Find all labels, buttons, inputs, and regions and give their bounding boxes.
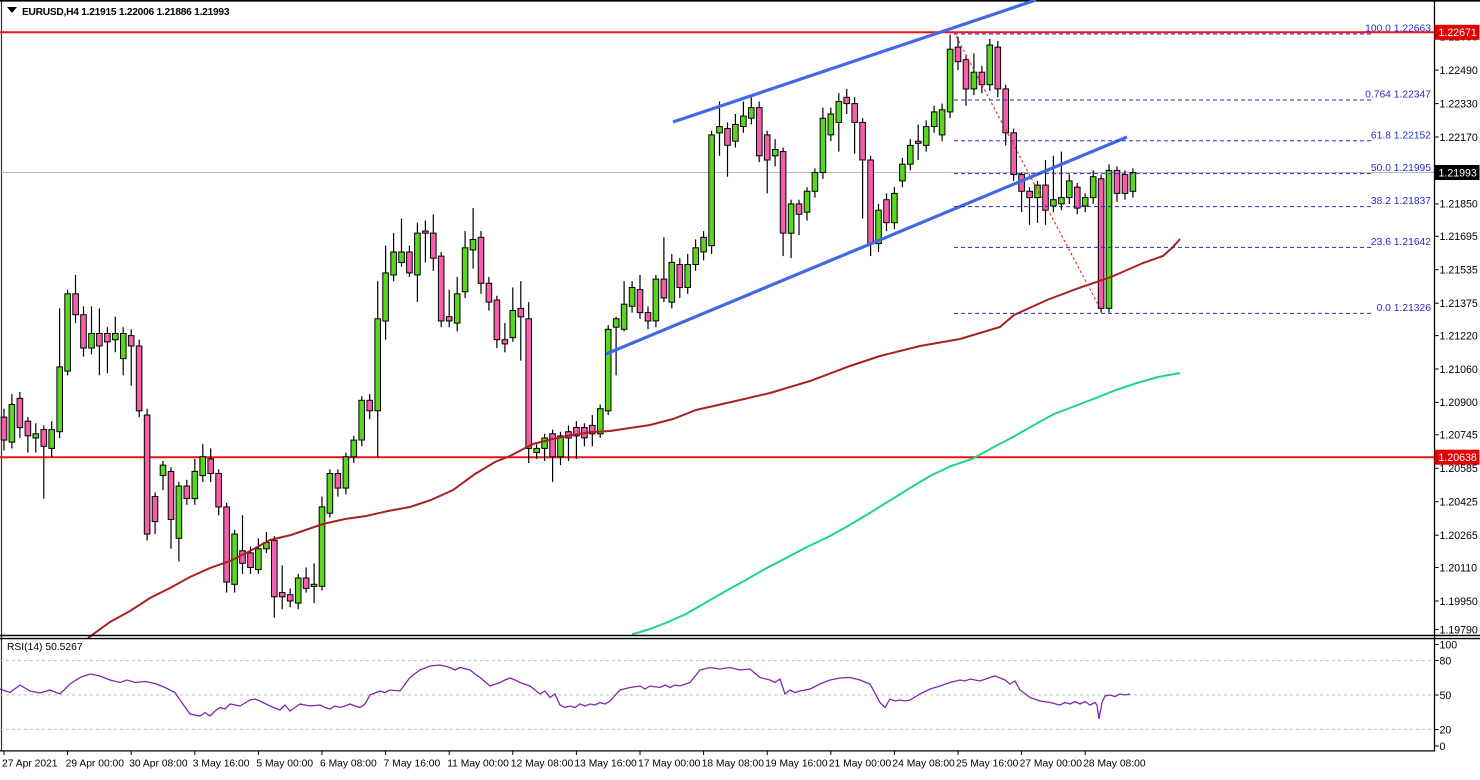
svg-text:28 May 08:00: 28 May 08:00 <box>1083 759 1146 770</box>
svg-text:0.0 1.21326: 0.0 1.21326 <box>1377 303 1432 314</box>
svg-text:6 May 08:00: 6 May 08:00 <box>320 759 377 770</box>
svg-text:30 Apr 08:00: 30 Apr 08:00 <box>129 759 188 770</box>
svg-text:38.2 1.21837: 38.2 1.21837 <box>1371 196 1431 207</box>
svg-text:50.0 1.21995: 50.0 1.21995 <box>1371 163 1431 174</box>
svg-text:3 May 16:00: 3 May 16:00 <box>193 759 250 770</box>
svg-text:1.19790: 1.19790 <box>1440 624 1478 636</box>
svg-text:29 Apr 00:00: 29 Apr 00:00 <box>66 759 125 770</box>
svg-text:RSI(14) 50.5267: RSI(14) 50.5267 <box>7 642 83 653</box>
svg-text:13 May 16:00: 13 May 16:00 <box>574 759 637 770</box>
svg-text:27 May 00:00: 27 May 00:00 <box>1020 759 1083 770</box>
svg-text:61.8 1.22152: 61.8 1.22152 <box>1371 130 1431 141</box>
svg-text:7 May 16:00: 7 May 16:00 <box>384 759 441 770</box>
svg-text:1.21993: 1.21993 <box>1439 167 1477 179</box>
svg-text:1.21060: 1.21060 <box>1440 364 1478 376</box>
svg-text:24 May 08:00: 24 May 08:00 <box>892 759 955 770</box>
svg-text:EURUSD,H4 1.21915 1.22006 1.2: EURUSD,H4 1.21915 1.22006 1.21886 1.2199… <box>22 7 230 18</box>
svg-text:1.20745: 1.20745 <box>1440 430 1478 442</box>
svg-text:11 May 00:00: 11 May 00:00 <box>447 759 509 770</box>
svg-text:0: 0 <box>1440 741 1446 753</box>
svg-text:18 May 08:00: 18 May 08:00 <box>702 759 765 770</box>
svg-text:0.764 1.22347: 0.764 1.22347 <box>1365 90 1431 101</box>
svg-text:1.21375: 1.21375 <box>1440 298 1478 310</box>
svg-text:21 May 00:00: 21 May 00:00 <box>829 759 892 770</box>
svg-text:1.20900: 1.20900 <box>1440 397 1478 409</box>
svg-text:20: 20 <box>1440 724 1452 736</box>
svg-text:1.20425: 1.20425 <box>1440 497 1478 509</box>
svg-text:12 May 08:00: 12 May 08:00 <box>511 759 574 770</box>
svg-text:1.21695: 1.21695 <box>1440 231 1478 243</box>
svg-text:25 May 16:00: 25 May 16:00 <box>956 759 1019 770</box>
svg-text:50: 50 <box>1440 690 1452 702</box>
svg-text:17 May 00:00: 17 May 00:00 <box>638 759 701 770</box>
svg-text:1.22170: 1.22170 <box>1440 132 1478 144</box>
svg-text:100.0 1.22663: 100.0 1.22663 <box>1365 24 1431 35</box>
svg-text:5 May 00:00: 5 May 00:00 <box>256 759 313 770</box>
svg-text:1.22671: 1.22671 <box>1439 27 1477 39</box>
svg-text:27 Apr 2021: 27 Apr 2021 <box>2 759 58 770</box>
svg-text:1.20265: 1.20265 <box>1440 530 1478 542</box>
svg-text:1.20585: 1.20585 <box>1440 463 1478 475</box>
svg-text:23.6 1.21642: 23.6 1.21642 <box>1371 237 1431 248</box>
svg-text:1.20110: 1.20110 <box>1440 562 1478 574</box>
svg-text:1.21850: 1.21850 <box>1440 199 1478 211</box>
svg-text:19 May 16:00: 19 May 16:00 <box>765 759 828 770</box>
svg-text:100: 100 <box>1440 639 1458 651</box>
svg-text:1.22490: 1.22490 <box>1440 65 1478 77</box>
svg-text:1.21535: 1.21535 <box>1440 265 1478 277</box>
svg-text:1.20638: 1.20638 <box>1439 452 1477 464</box>
svg-text:80: 80 <box>1440 655 1452 667</box>
svg-text:1.19950: 1.19950 <box>1440 596 1478 608</box>
svg-text:1.22330: 1.22330 <box>1440 98 1478 110</box>
svg-text:1.21220: 1.21220 <box>1440 330 1478 342</box>
